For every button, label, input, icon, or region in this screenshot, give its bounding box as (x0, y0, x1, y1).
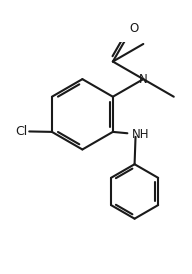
Text: NH: NH (132, 128, 149, 141)
Text: O: O (129, 22, 138, 35)
Text: Cl: Cl (16, 125, 28, 138)
Text: N: N (139, 73, 148, 86)
